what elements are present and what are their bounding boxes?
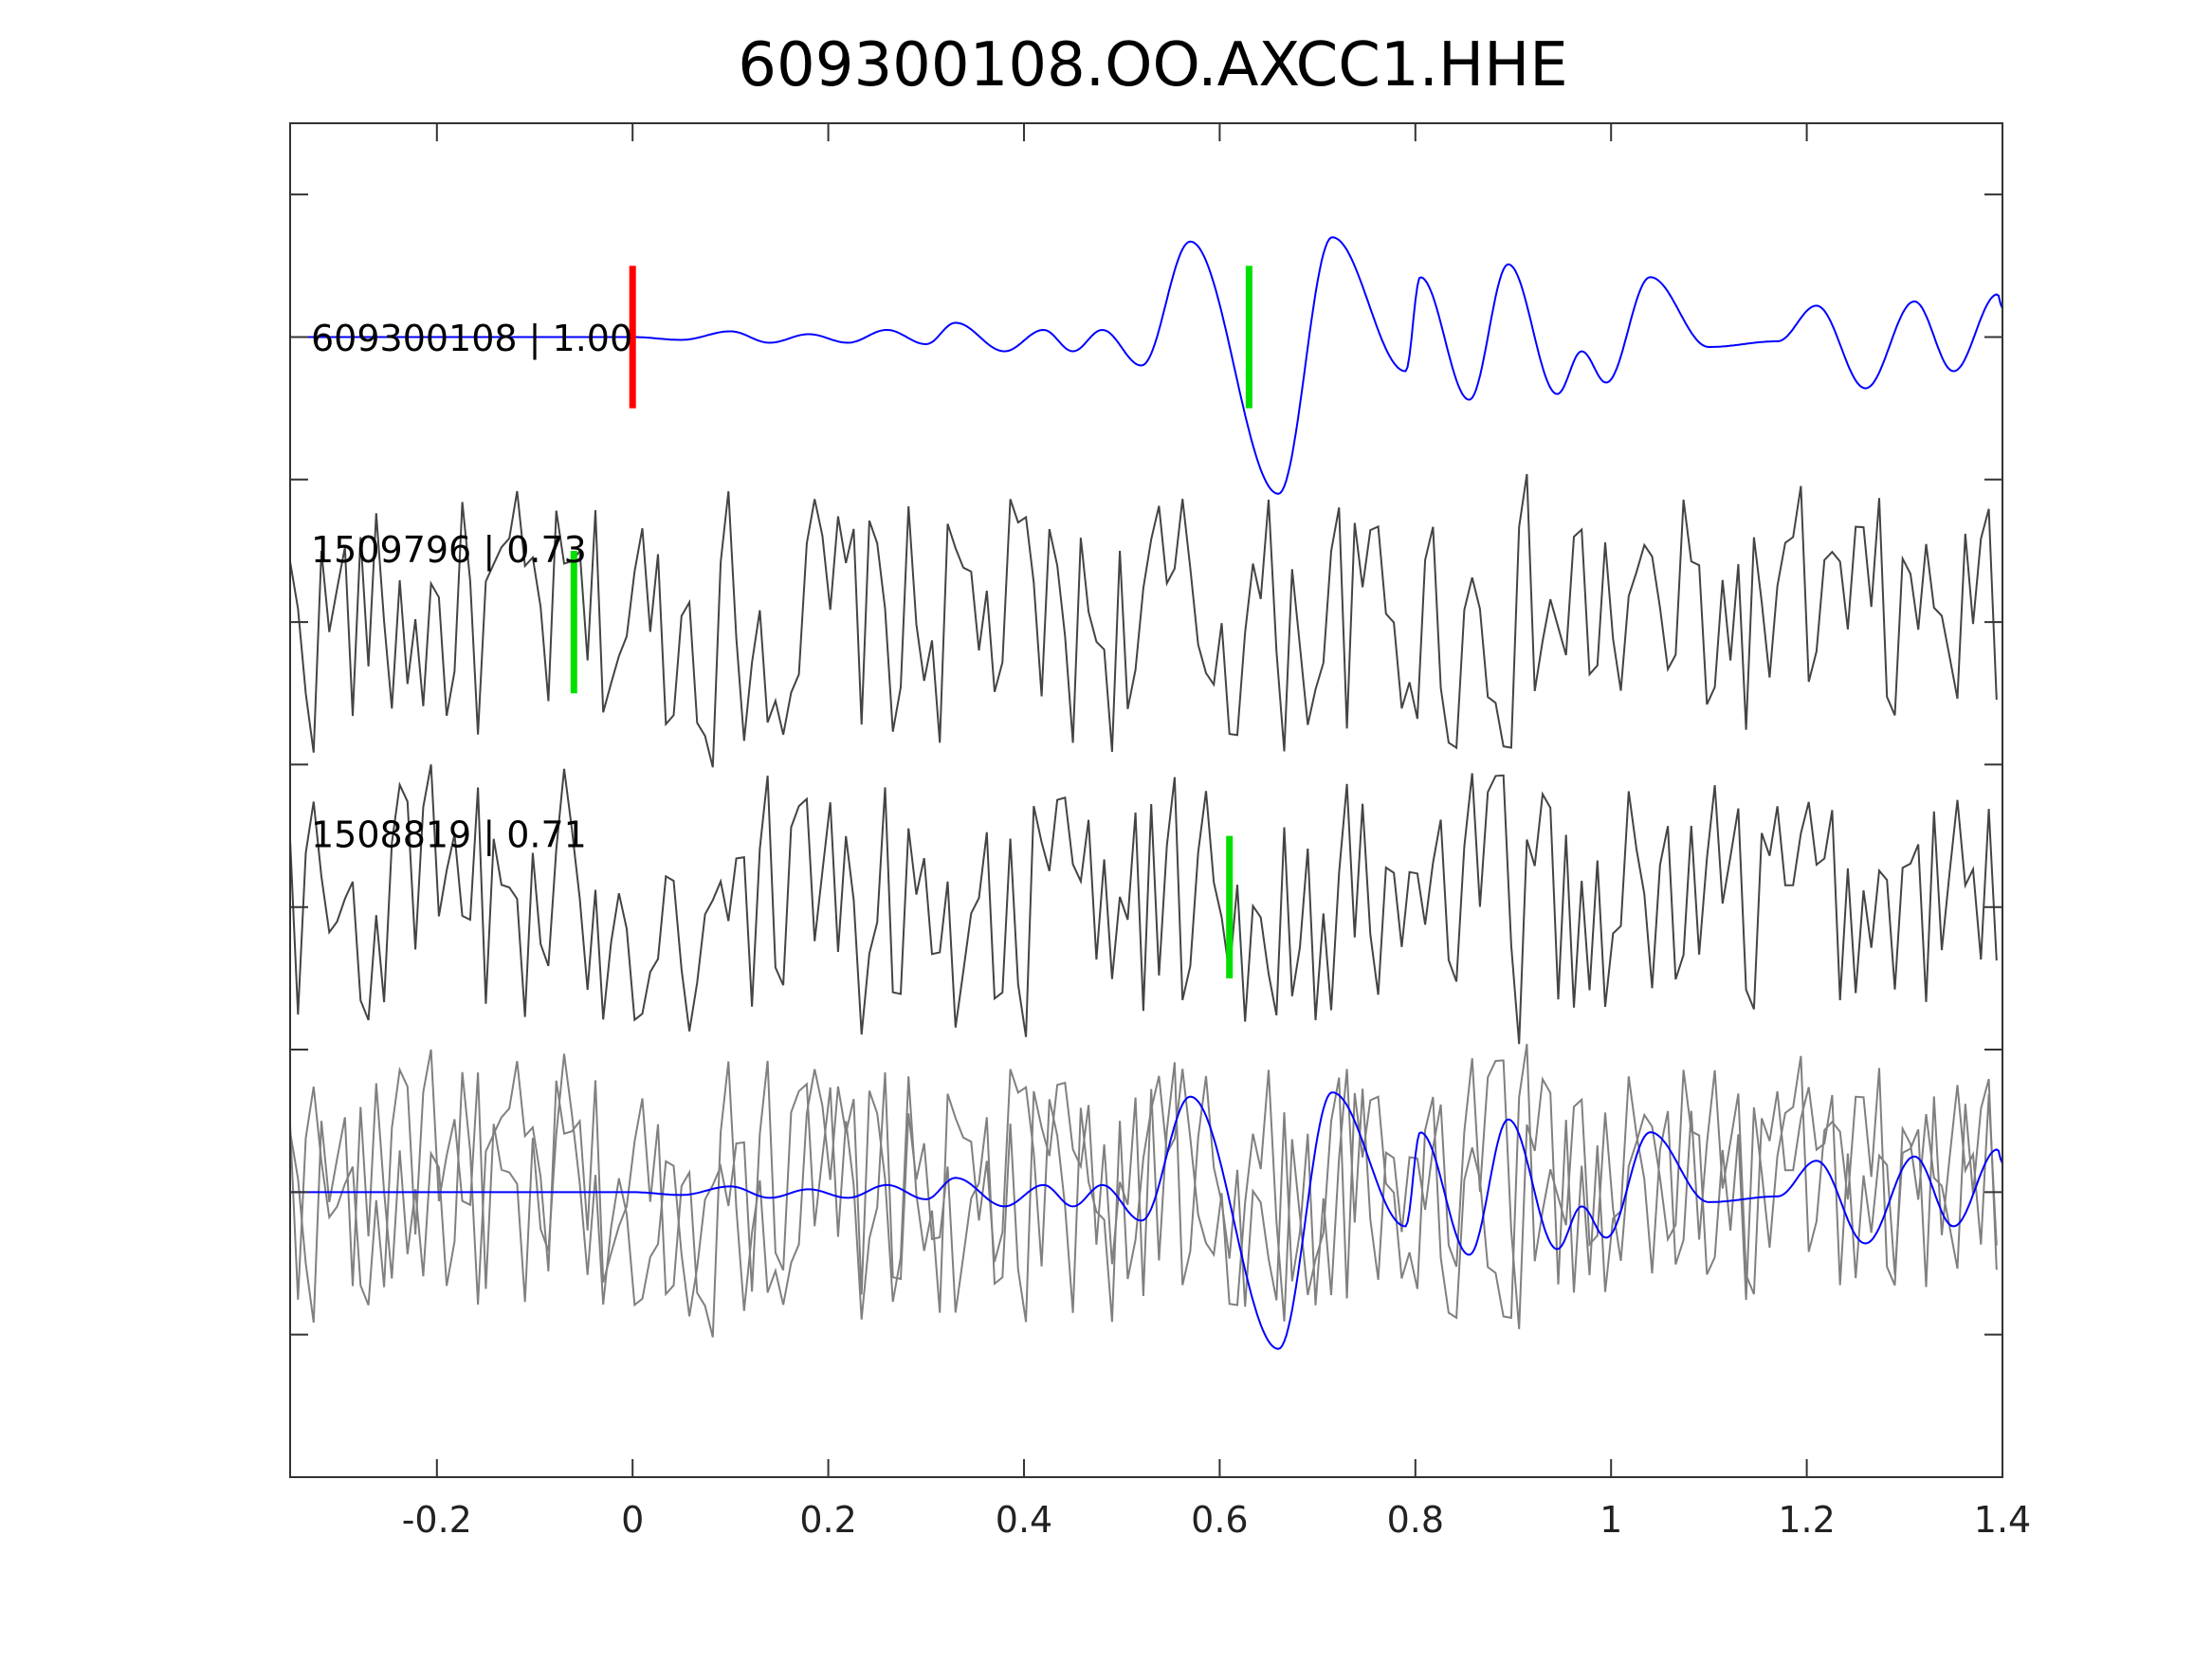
x-tick-label: 0.6: [1191, 1499, 1248, 1541]
overlay-template-trace: [290, 1091, 2003, 1350]
x-tick-label: -0.2: [402, 1499, 472, 1541]
x-tick-label: 0: [621, 1499, 644, 1541]
axes-frame: [289, 122, 2003, 1478]
x-tick-label: 0.2: [799, 1499, 856, 1541]
template-trace: [290, 236, 2003, 495]
trace-label: 609300108 | 1.00: [311, 318, 632, 360]
trace-label: 1509796 | 0.73: [311, 529, 587, 572]
x-tick-label: 1.2: [1778, 1499, 1835, 1541]
overlay-neighbor-trace: [289, 1049, 1998, 1329]
chart-title: 609300108.OO.AXCC1.HHE: [738, 30, 1567, 101]
neighbor-trace: [289, 764, 1998, 1045]
x-tick-label: 1.4: [1974, 1499, 2031, 1541]
neighbor-trace: [289, 473, 1998, 768]
trace-label: 1508819 | 0.71: [311, 814, 587, 857]
x-tick-label: 0.8: [1387, 1499, 1444, 1541]
overlay-neighbor-trace: [289, 1044, 1998, 1338]
x-tick-label: 1: [1600, 1499, 1622, 1541]
x-tick-label: 0.4: [996, 1499, 1052, 1541]
